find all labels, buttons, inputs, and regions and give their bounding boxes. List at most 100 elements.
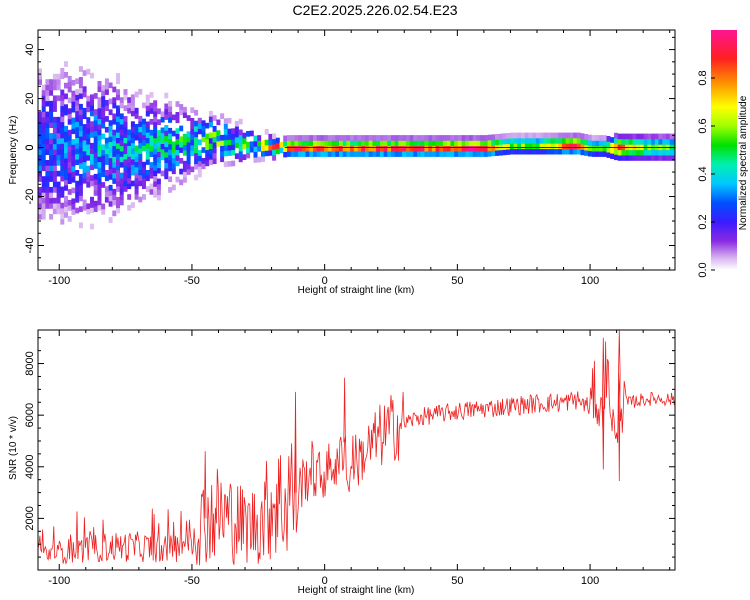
- spectrogram-cell: [93, 114, 98, 121]
- spectrogram-cell: [339, 145, 343, 152]
- spectrogram-cell: [93, 190, 98, 196]
- spectrogram-cell: [145, 126, 150, 133]
- spectrogram-cell: [119, 183, 124, 190]
- spectrogram-cell: [127, 145, 132, 152]
- spectrogram-cell: [93, 109, 98, 115]
- spectrogram-cell: [402, 145, 407, 152]
- spectrogram-cell: [38, 122, 42, 128]
- spectrogram-cell: [316, 140, 321, 147]
- spectrogram-cell: [595, 145, 600, 152]
- spectrogram-cell: [506, 138, 511, 145]
- spectrogram-cell: [97, 161, 102, 168]
- spectrogram-cell: [67, 172, 72, 179]
- spectrogram-cell: [290, 135, 295, 141]
- spectrogram-cell: [666, 139, 670, 145]
- spectrogram-cell: [38, 127, 42, 134]
- spectrogram-cell: [56, 160, 61, 166]
- spectrogram-cell: [168, 165, 173, 172]
- spectrogram-cell: [197, 123, 202, 129]
- spectrogram-cell: [45, 181, 50, 188]
- spectrogram-cell: [134, 167, 139, 173]
- spectrogram-cell: [491, 139, 496, 146]
- spectrogram-cell: [138, 137, 143, 144]
- spectrogram-cell: [420, 140, 425, 147]
- spectrogram-cell: [75, 153, 80, 160]
- spectrogram-cell: [67, 140, 72, 147]
- spectrogram-cell: [164, 130, 169, 137]
- spectrogram-cell: [261, 150, 265, 157]
- spectrogram-cell: [119, 151, 124, 157]
- spectrogram-cell: [171, 141, 176, 148]
- spectrogram-cell: [75, 126, 80, 133]
- spectrogram-cell: [153, 186, 158, 193]
- spectrogram-cell: [116, 180, 120, 187]
- spectrogram-cell: [495, 139, 499, 146]
- spectrogram-cell: [528, 138, 533, 144]
- spectrogram-cell: [153, 116, 158, 123]
- spectrogram-cell: [175, 128, 180, 134]
- spectrogram-cell: [521, 143, 526, 150]
- spectrogram-cell: [56, 154, 61, 161]
- spectrogram-cell: [402, 151, 407, 157]
- spectrogram-cell: [108, 174, 113, 180]
- spectrogram-cell: [71, 106, 76, 113]
- spectrogram-cell: [149, 151, 154, 157]
- spectrogram-cell: [651, 155, 656, 161]
- spectrogram-cell: [591, 151, 596, 157]
- spectrogram-cell: [197, 150, 202, 156]
- spectrogram-cell: [190, 145, 195, 151]
- spectrogram-cell: [130, 121, 135, 127]
- spectrogram-cell: [424, 135, 429, 141]
- spectrogram-cell: [49, 79, 54, 85]
- spectrogram-cell: [82, 204, 87, 211]
- spectrogram-cell: [168, 149, 173, 156]
- spectrogram-cell: [365, 151, 369, 157]
- spectrogram-cell: [636, 155, 641, 161]
- spectrogram-cell: [93, 120, 98, 126]
- spectrogram-cell: [60, 68, 65, 74]
- spectrogram-cell: [528, 143, 533, 150]
- spectrogram-cell: [104, 153, 109, 160]
- spectrogram-cell: [78, 125, 83, 132]
- spectrogram-cell: [558, 132, 563, 139]
- spectrogram-cell: [521, 138, 526, 144]
- spectrogram-cell: [179, 109, 184, 116]
- spectrogram-cell: [394, 151, 399, 157]
- spectrogram-cell: [238, 140, 243, 146]
- spectrogram-cell: [104, 83, 109, 90]
- spectrogram-cell: [342, 151, 347, 157]
- spectrogram-cell: [324, 145, 329, 152]
- spectrogram-cell: [465, 135, 470, 141]
- spectrogram-cell: [350, 140, 355, 147]
- spectrogram-cell: [658, 139, 663, 145]
- spectrogram-cell: [543, 148, 548, 155]
- spectrogram-cell: [45, 143, 50, 150]
- spectrogram-cell: [56, 143, 61, 150]
- spectrogram-cell: [138, 142, 143, 149]
- spectrogram-cell: [145, 110, 150, 117]
- spectrogram-cell: [78, 184, 83, 191]
- spectrogram-cell: [101, 171, 106, 177]
- spectrogram-cell: [324, 151, 329, 157]
- spectrogram-cell: [569, 148, 574, 155]
- spectrogram-cell: [123, 126, 128, 133]
- spectrogram-cell: [320, 151, 325, 157]
- spectrogram-cell: [584, 134, 589, 140]
- spectrogram-cell: [658, 133, 663, 140]
- spectrogram-cell: [498, 139, 503, 145]
- spectrogram-cell: [513, 143, 518, 150]
- spectrogram-cell: [446, 145, 451, 152]
- spectrogram-cell: [517, 138, 522, 144]
- spectrogram-cell: [487, 134, 492, 141]
- spectrogram-cell: [49, 106, 54, 112]
- spectrogram-cell: [130, 137, 135, 144]
- spectrogram-cell: [197, 128, 202, 135]
- spectrogram-cell: [119, 102, 124, 109]
- spectrogram-cell: [673, 149, 675, 156]
- spectrogram-cell: [145, 143, 150, 149]
- spectrogram-cell: [134, 183, 139, 189]
- spectrogram-cell: [357, 151, 362, 157]
- spectrogram-cell: [651, 149, 656, 156]
- spectrogram-cell: [587, 140, 592, 146]
- spectrogram-cell: [112, 172, 117, 179]
